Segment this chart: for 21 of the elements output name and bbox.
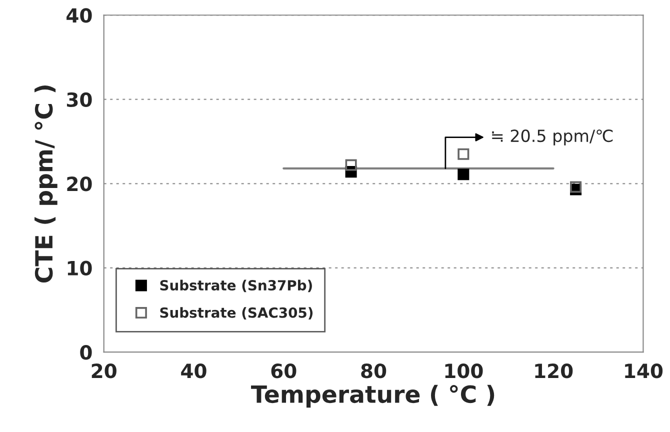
point [345,159,357,171]
y-tick-label: 10 [68,260,92,276]
x-tick-label: 140 [625,364,663,378]
x-tick-label: 80 [361,364,386,378]
x-tick-label: 100 [445,364,483,378]
y-tick-label: 30 [66,92,92,108]
annotation: ≒ 20.5 ppm/℃ [492,129,613,146]
x-tick-label: 40 [181,364,206,378]
x-tick-label: 20 [92,364,116,378]
y-axis-title: CTE ( ppm/ °C ) [34,86,58,283]
legend-label: Substrate (Sn37Pb) [160,280,312,292]
legend-label: Substrate (SAC305) [160,307,313,320]
y-tick-label: 40 [66,8,92,23]
y-tick-label: 0 [80,345,92,360]
point [458,148,470,160]
x-tick-label: 120 [535,364,573,378]
x-tick-label: 60 [271,364,296,378]
point [570,181,582,193]
x-axis-title: Temperature ( °C ) [251,384,494,408]
point [458,168,470,180]
y-tick-label: 20 [67,176,92,192]
